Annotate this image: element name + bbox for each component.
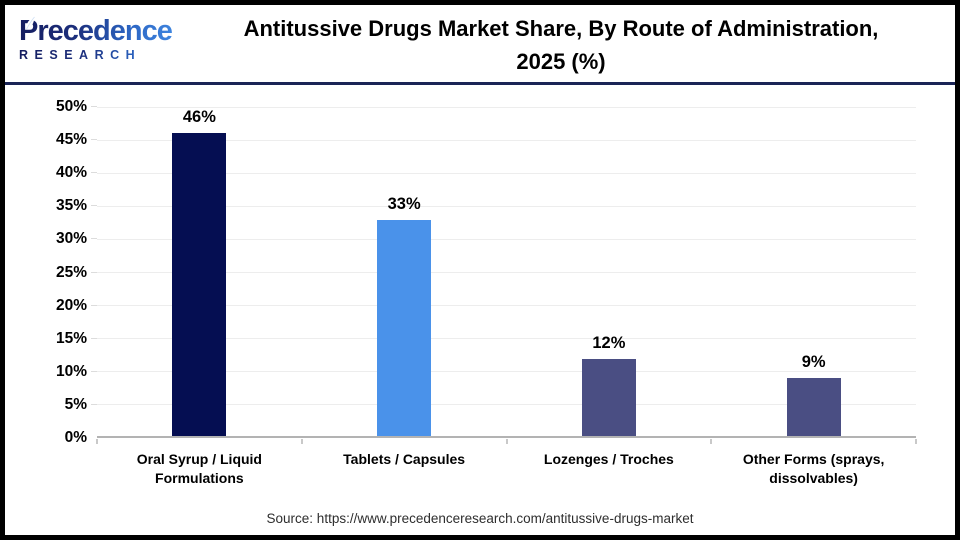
y-tick-mark — [91, 370, 97, 372]
y-tick-label: 40% — [55, 164, 87, 182]
source-text: Source: https://www.precedenceresearch.c… — [266, 511, 694, 526]
y-tick-mark — [91, 139, 97, 141]
chart-title-line-2: 2025 (%) — [516, 49, 606, 74]
y-tick-label: 50% — [55, 98, 87, 115]
x-category-label: Other Forms (sprays, dissolvables) — [742, 451, 885, 486]
y-tick-label: 10% — [55, 362, 87, 380]
y-tick-mark — [91, 271, 97, 273]
chart-title-line-1: Antitussive Drugs Market Share, By Route… — [243, 16, 879, 41]
bar-value-label: 12% — [592, 333, 626, 352]
gridline — [97, 238, 916, 240]
y-tick-mark — [91, 205, 97, 207]
y-tick-mark — [91, 172, 97, 174]
x-tick-mark — [915, 439, 917, 444]
x-axis-ticks — [96, 438, 917, 444]
header-divider — [5, 82, 955, 85]
bar-slot: 9% — [711, 107, 916, 438]
y-tick-mark — [91, 403, 97, 405]
gridline — [97, 106, 916, 108]
y-tick-label: 25% — [55, 263, 87, 281]
gridline — [97, 272, 916, 273]
gridline — [97, 139, 916, 141]
bar — [786, 378, 841, 438]
bar-chart: 0% 5% 10% 15% 20% 25% 30% 35% 40% 45% 50% 46% 33% 12… — [5, 85, 955, 535]
x-category-label: Tablets / Capsules — [343, 451, 466, 467]
gridline — [97, 172, 916, 174]
x-category-label: Lozenges / Troches — [543, 451, 674, 467]
bar-slot: 12% — [507, 107, 712, 438]
gridline — [97, 371, 916, 373]
y-tick-mark — [91, 238, 97, 240]
bar-slot: 46% — [97, 107, 302, 438]
y-tick-label: 35% — [55, 197, 87, 215]
y-tick-label: 15% — [55, 329, 87, 347]
bar-value-label: 9% — [801, 353, 826, 372]
x-category-label: Oral Syrup / Liquid Formulations — [136, 451, 262, 486]
y-tick-mark — [91, 304, 97, 306]
bar-slot: 33% — [302, 107, 507, 438]
y-axis: 0% 5% 10% 15% 20% 25% 30% 35% 40% 45% 50% — [5, 98, 97, 446]
bar-value-label: 46% — [182, 108, 216, 127]
brand-name: Precedence — [19, 15, 173, 47]
bar — [581, 358, 636, 438]
x-tick-mark — [710, 439, 713, 444]
y-tick-mark — [91, 337, 97, 339]
y-tick-label: 5% — [64, 395, 87, 413]
x-axis-labels: Oral Syrup / Liquid Formulations Tablets … — [97, 450, 916, 488]
gridline — [97, 338, 916, 340]
brand-subtitle: RESEARCH — [19, 48, 179, 62]
chart-title: Antitussive Drugs Market Share, By Route… — [173, 12, 949, 78]
x-tick-mark — [96, 439, 98, 444]
y-tick-mark — [91, 106, 97, 107]
y-tick-label: 20% — [55, 296, 87, 314]
x-tick-mark — [505, 439, 508, 444]
y-tick-label: 45% — [55, 131, 87, 149]
x-axis-line — [97, 436, 916, 438]
gridline — [97, 205, 916, 207]
header: Precedence RESEARCH Antitussive Drugs Ma… — [5, 5, 955, 82]
x-tick-mark — [300, 439, 303, 444]
bar — [172, 133, 227, 438]
gridline — [97, 305, 916, 307]
plot-area: 46% 33% 12% 9% — [97, 106, 916, 438]
y-tick-label: 30% — [55, 230, 87, 248]
y-tick-label: 0% — [64, 429, 87, 446]
brand-logo: Precedence RESEARCH — [19, 12, 179, 62]
gridline — [97, 404, 916, 406]
leaf-icon — [26, 16, 35, 30]
bar — [377, 219, 432, 438]
bar-value-label: 33% — [387, 194, 421, 213]
